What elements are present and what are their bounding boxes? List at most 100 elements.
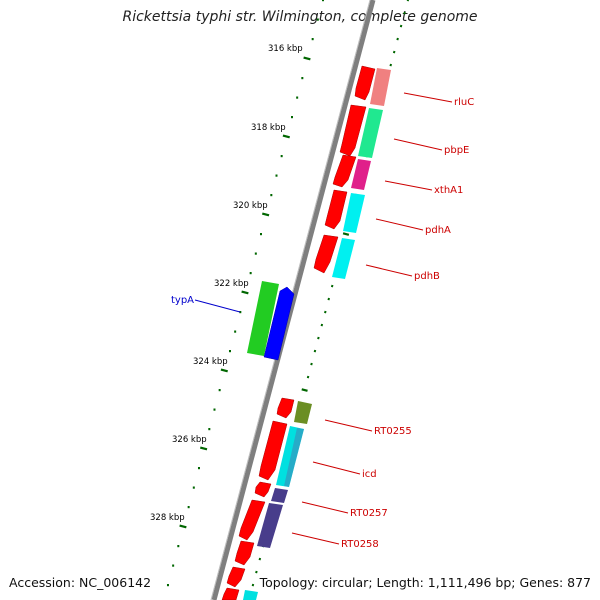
cds-arrow[interactable] — [324, 189, 348, 230]
gc-skew-dot — [258, 557, 262, 561]
tick-label-316: 316 kbp — [268, 44, 303, 54]
scale-minor-dot — [249, 272, 252, 275]
scale-minor-dot — [259, 233, 262, 236]
reverse-cds-group — [247, 281, 295, 361]
genome-backbone — [211, 0, 376, 600]
leader-typA — [194, 299, 241, 313]
cog-block — [358, 108, 383, 158]
cds-arrow[interactable] — [234, 540, 255, 566]
cog-block — [343, 193, 365, 233]
cog-block — [294, 401, 312, 424]
scale-minor-dot — [234, 330, 237, 333]
cds-arrow[interactable] — [313, 234, 339, 274]
tick-label-322: 322 kbp — [214, 279, 249, 289]
leader-pbpE — [393, 138, 443, 151]
scale-minor-dot — [192, 486, 195, 489]
scale-major-tick — [282, 134, 290, 139]
leader-RT0257 — [301, 501, 349, 514]
scale-minor-dot — [228, 350, 231, 353]
gene-label-icd[interactable]: icd — [362, 469, 377, 480]
scale-minor-dot — [166, 584, 169, 587]
gc-skew-dot — [255, 570, 258, 574]
map-title: Rickettsia typhi str. Wilmington, comple… — [122, 9, 478, 25]
cds-arrow[interactable] — [221, 587, 240, 600]
scale-minor-dot — [316, 18, 319, 21]
scale-major-tick — [261, 212, 270, 217]
scale-minor-dot — [301, 77, 304, 80]
leader-xthA1 — [384, 180, 433, 191]
leader-RT0258 — [291, 532, 340, 545]
scale-minor-dot — [254, 252, 257, 255]
scale-major-tick — [179, 524, 187, 529]
scale-minor-dot — [296, 96, 299, 99]
scale-minor-dot — [275, 174, 278, 177]
scale-minor-dot — [213, 408, 216, 411]
scale-minor-dot — [280, 155, 283, 158]
scale-minor-dot — [218, 389, 221, 392]
forward-cds-group — [221, 65, 376, 600]
tick-label-328: 328 kbp — [150, 513, 185, 523]
scale-minor-dot — [197, 467, 200, 470]
gc-skew-dot — [396, 37, 399, 41]
scale-minor-dot — [322, 0, 324, 2]
gc-skew-dot — [403, 11, 406, 15]
tick-label-318: 318 kbp — [251, 123, 286, 133]
scale-major-tick — [241, 290, 249, 295]
cds-arrow[interactable] — [276, 397, 295, 419]
cds-arrow[interactable] — [332, 154, 357, 188]
gene-label-rluC[interactable]: rluC — [454, 97, 474, 108]
scale-minor-dot — [187, 506, 190, 509]
leader-RT0255 — [324, 419, 373, 432]
scale-minor-dot — [172, 564, 175, 567]
leader-pdhB — [365, 264, 413, 277]
leader-icd — [312, 461, 361, 475]
gc-skew-dot — [330, 284, 334, 288]
gene-label-xthA1[interactable]: xthA1 — [434, 185, 463, 196]
gc-skew-dot — [317, 336, 320, 340]
genome-summary-text: Topology: circular; Length: 1,111,496 bp… — [259, 575, 591, 590]
gene-label-RT0255[interactable]: RT0255 — [374, 426, 412, 437]
cog-block — [271, 488, 288, 503]
scale-minor-dot — [311, 38, 314, 41]
typA-cog-block — [247, 281, 279, 356]
gc-skew-dot — [406, 0, 410, 2]
cds-arrow[interactable] — [238, 499, 266, 541]
cds-arrow[interactable] — [254, 481, 272, 498]
cog-block — [284, 428, 304, 487]
cds-arrow[interactable] — [226, 566, 246, 588]
gene-label-RT0258[interactable]: RT0258 — [341, 539, 379, 550]
scale-major-tick — [220, 368, 228, 373]
scale-minor-dot — [270, 194, 273, 197]
gene-label-typA[interactable]: typA — [171, 295, 194, 306]
scale-track — [166, 0, 324, 587]
scale-minor-dot — [239, 311, 242, 314]
scale-major-tick — [303, 56, 311, 61]
cog-block — [243, 590, 258, 600]
leader-pdhA — [375, 218, 424, 231]
scale-minor-dot — [177, 545, 180, 548]
gene-label-pdhB[interactable]: pdhB — [414, 271, 440, 282]
scale-minor-dot — [208, 428, 211, 431]
accession-text: Accession: NC_006142 — [9, 575, 152, 590]
cds-arrow[interactable] — [258, 420, 288, 481]
cds-arrow[interactable] — [354, 65, 376, 101]
gene-label-pbpE[interactable]: pbpE — [444, 145, 469, 156]
gene-label-RT0257[interactable]: RT0257 — [350, 508, 388, 519]
gc-skew-dot — [324, 310, 327, 314]
cog-blocks — [243, 68, 391, 600]
tick-label-324: 324 kbp — [193, 357, 228, 367]
gc-skew-dot — [313, 349, 317, 353]
gc-skew-dash — [342, 232, 350, 236]
cog-block — [370, 68, 391, 106]
gc-skew-dot — [327, 297, 330, 301]
gc-skew-dot — [310, 362, 313, 366]
gene-label-pdhA[interactable]: pdhA — [425, 225, 451, 236]
gc-skew-dot — [320, 323, 324, 327]
gc-skew-dash — [301, 388, 308, 392]
gc-skew-dot — [389, 63, 392, 67]
leader-rluC — [403, 92, 453, 103]
typA-arrow[interactable] — [263, 286, 295, 361]
tick-label-320: 320 kbp — [233, 201, 268, 211]
label-leaders — [194, 92, 453, 545]
